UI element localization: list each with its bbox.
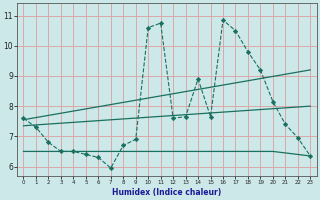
X-axis label: Humidex (Indice chaleur): Humidex (Indice chaleur) — [112, 188, 221, 197]
